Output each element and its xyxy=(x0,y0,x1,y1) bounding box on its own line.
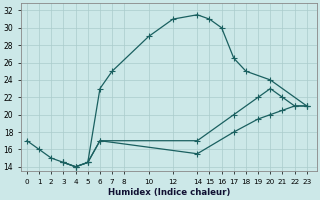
X-axis label: Humidex (Indice chaleur): Humidex (Indice chaleur) xyxy=(108,188,230,197)
